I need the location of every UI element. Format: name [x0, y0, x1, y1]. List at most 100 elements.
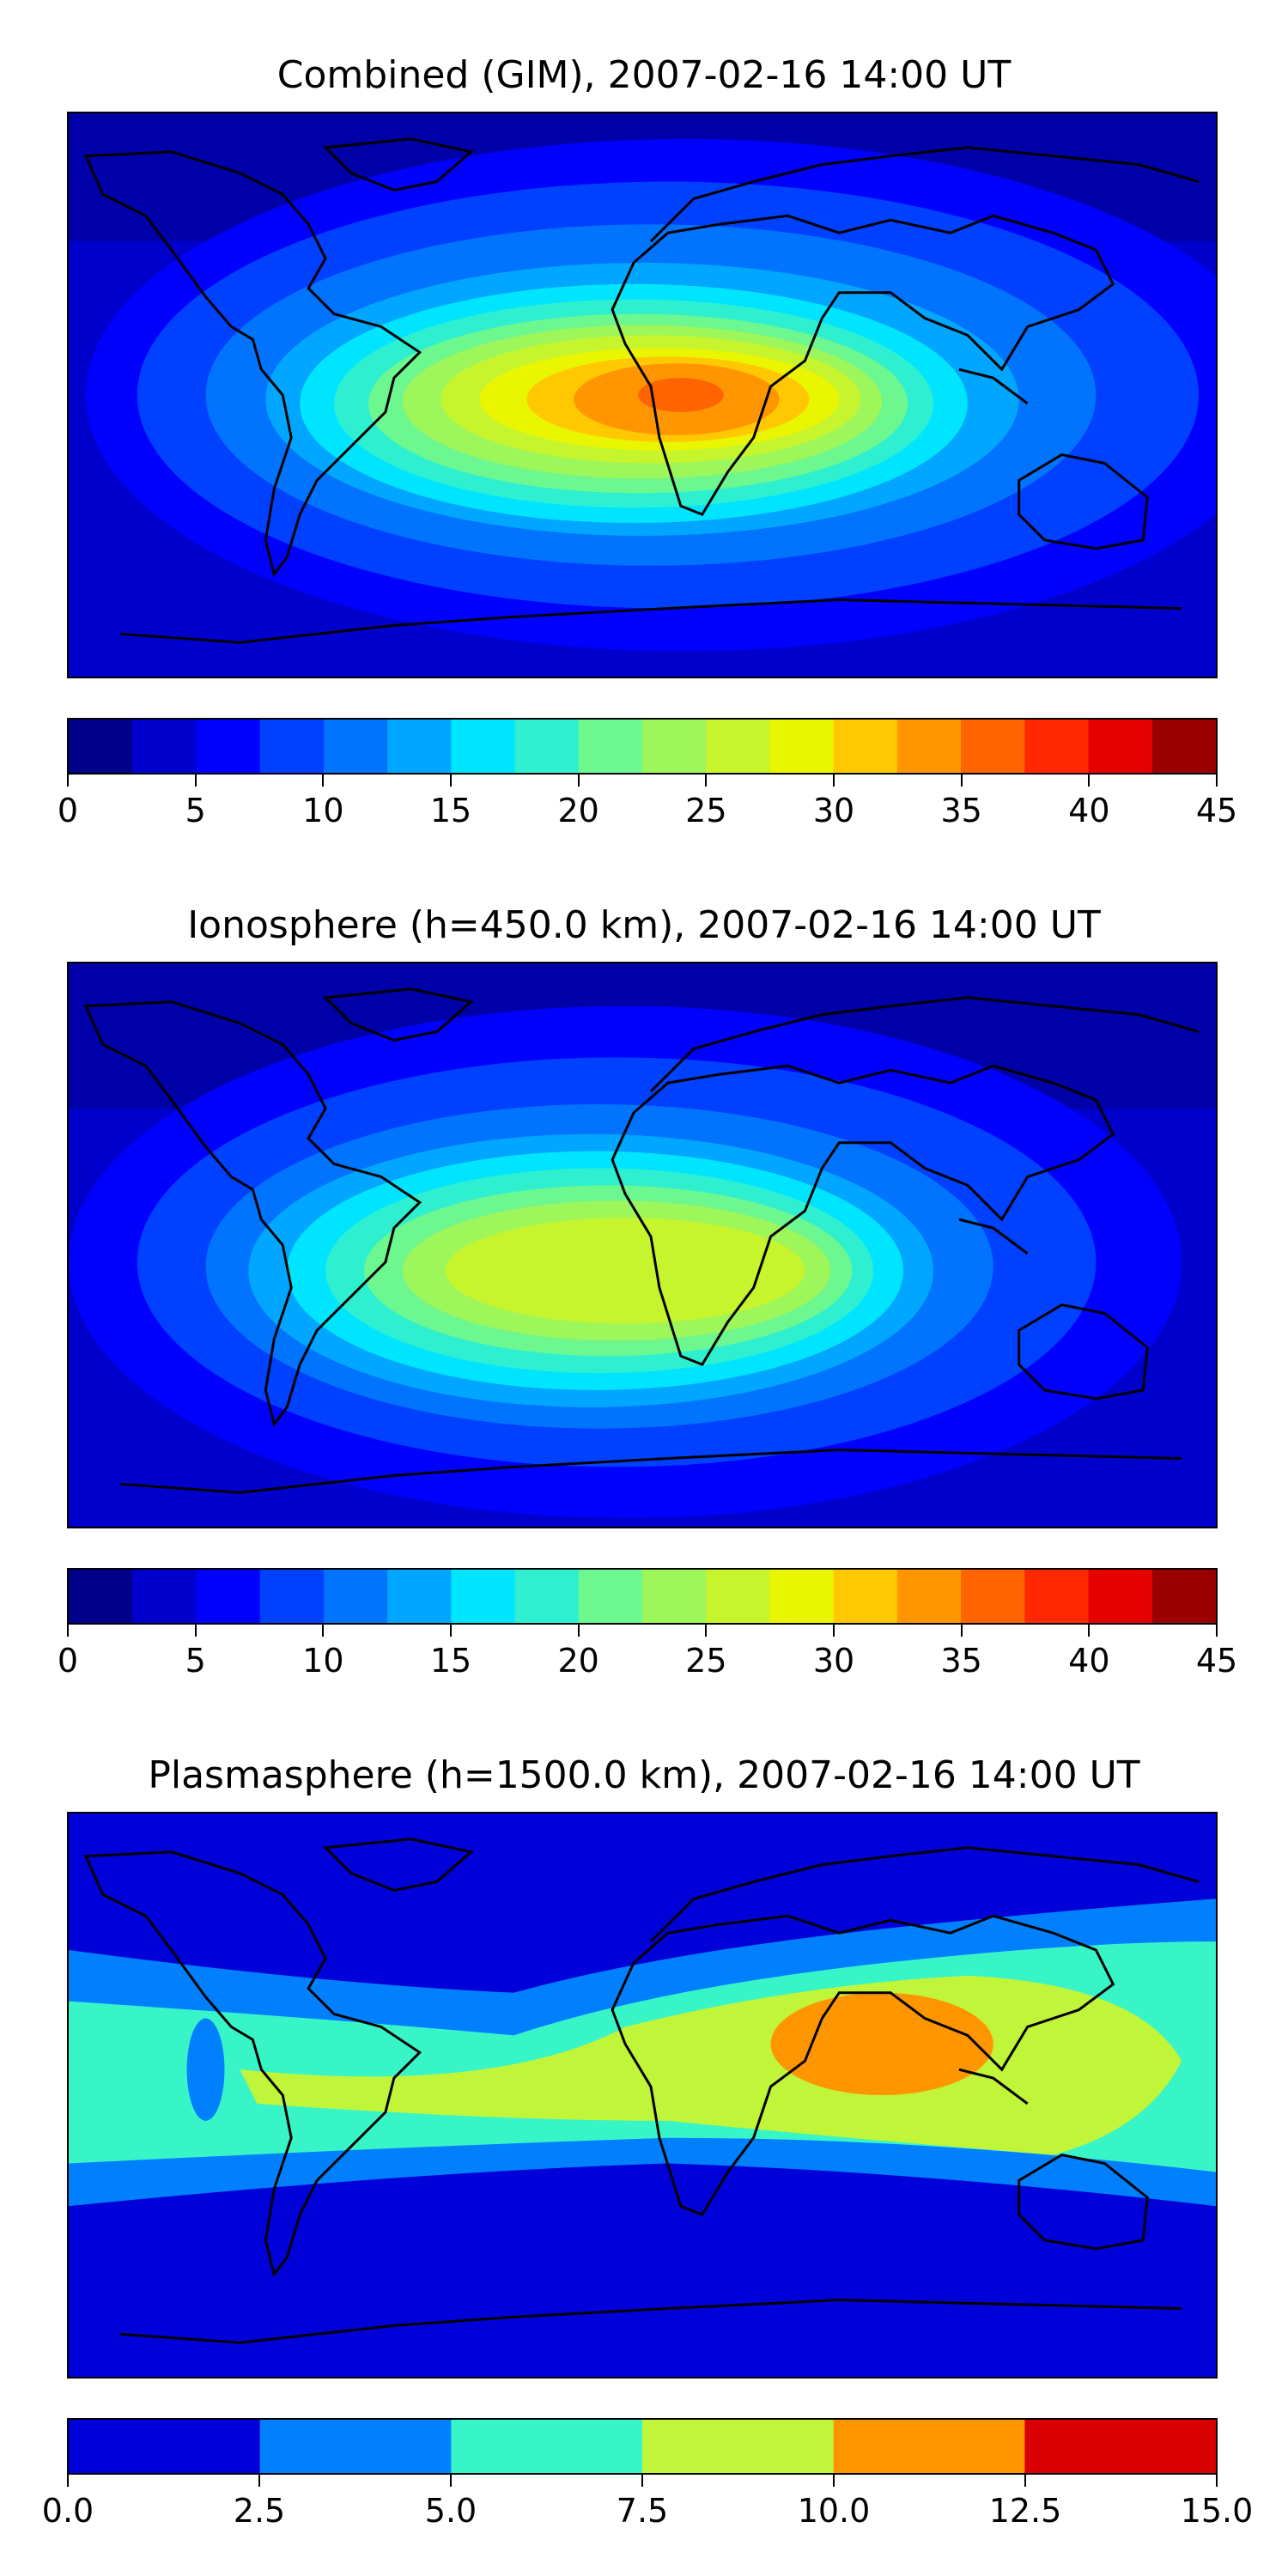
colorbar-segment — [642, 1570, 707, 1623]
colorbar-tick-mark — [705, 1625, 708, 1637]
colorbar-segment — [1024, 1570, 1090, 1623]
colorbar-tick-mark — [833, 2475, 835, 2487]
colorbar-tick-mark — [450, 2475, 452, 2487]
colorbar-segment — [196, 720, 261, 773]
colorbar-tick-mark — [1024, 2475, 1026, 2487]
coastlines — [83, 1838, 1200, 2344]
tec-map — [67, 1812, 1218, 2379]
colorbar-segment — [259, 720, 325, 773]
colorbar-tick-label: 35 — [940, 792, 982, 829]
colorbar-tick-mark — [577, 775, 580, 787]
colorbar-segment — [578, 1570, 643, 1623]
colorbar-svg — [69, 1570, 1216, 1623]
colorbar-tick-mark — [1216, 775, 1218, 787]
colorbar — [67, 1568, 1218, 1625]
colorbar-tick-mark — [67, 775, 69, 787]
colorbar-segment — [1024, 2420, 1216, 2473]
tec-map — [67, 962, 1218, 1528]
colorbar-segment — [323, 720, 388, 773]
colorbar-tick-mark — [67, 1625, 69, 1637]
colorbar-tick-label: 45 — [1195, 792, 1238, 829]
colorbar-segment — [69, 720, 133, 773]
colorbar-tick-label: 0 — [57, 1642, 79, 1680]
colorbar-tick-label: 35 — [940, 1642, 982, 1680]
colorbar-tick-mark — [1088, 775, 1091, 787]
colorbar-segment — [1151, 1570, 1216, 1623]
colorbar-tick-label: 15 — [429, 792, 472, 829]
colorbar-segment — [961, 1570, 1025, 1623]
colorbar-tick-label: 25 — [685, 1642, 727, 1680]
tec-map-svg — [69, 113, 1216, 677]
colorbar-segment — [387, 720, 452, 773]
coastlines — [83, 987, 1200, 1494]
colorbar-tick-label: 20 — [557, 792, 599, 829]
colorbar-tick-label: 5 — [185, 1642, 206, 1680]
colorbar-segment — [514, 1570, 580, 1623]
colorbar-segment — [706, 1570, 771, 1623]
colorbar-segment — [69, 1570, 133, 1623]
tec-map-svg — [69, 963, 1216, 1527]
tec-map-svg — [69, 1814, 1216, 2377]
colorbar-segment — [259, 1570, 325, 1623]
colorbar-tick-label: 10 — [302, 792, 344, 829]
colorbar-svg — [69, 2420, 1216, 2473]
colorbar-segment — [833, 720, 898, 773]
colorbar-tick-mark — [705, 775, 708, 787]
colorbar-tick-label: 40 — [1068, 792, 1110, 829]
colorbar-tick-label: 45 — [1195, 1642, 1238, 1680]
colorbar-tick-label: 10 — [302, 1642, 344, 1680]
colorbar-tick-label: 25 — [685, 792, 727, 829]
colorbar-ticks: 0 5 10 15 20 25 30 35 40 45 — [58, 1625, 1237, 1680]
colorbar-segment — [642, 720, 707, 773]
colorbar-tick-mark — [450, 1625, 452, 1637]
colorbar-tick-label: 0.0 — [41, 2492, 94, 2530]
panel-title: Combined (GIM), 2007-02-16 14:00 UT — [276, 53, 1012, 97]
colorbar-segment — [451, 720, 516, 773]
colorbar-tick-mark — [1216, 1625, 1218, 1637]
colorbar-segment — [132, 1570, 197, 1623]
colorbar-tick-mark — [960, 775, 963, 787]
colorbar-segment — [769, 720, 835, 773]
colorbar-tick-mark — [194, 1625, 197, 1637]
colorbar-segment — [451, 1570, 516, 1623]
colorbar-tick-mark — [577, 1625, 580, 1637]
colorbar-segment — [896, 720, 962, 773]
colorbar-segment — [69, 2420, 261, 2473]
colorbar-tick-label: 5.0 — [424, 2492, 477, 2530]
colorbar-segment — [1088, 1570, 1153, 1623]
colorbar-tick-label: 40 — [1068, 1642, 1110, 1680]
colorbar-segment — [1024, 720, 1090, 773]
colorbar-segment — [769, 1570, 835, 1623]
colorbar-tick-mark — [1088, 1625, 1091, 1637]
panel-title: Ionosphere (h=450.0 km), 2007-02-16 14:0… — [187, 903, 1101, 947]
colorbar-ticks: 0.0 2.5 5.0 7.5 10.0 12.5 15.0 — [42, 2475, 1253, 2530]
colorbar-tick-mark — [450, 775, 452, 787]
colorbar-segment — [642, 2420, 835, 2473]
colorbar-tick-label: 15 — [429, 1642, 472, 1680]
colorbar-tick-mark — [833, 1625, 835, 1637]
colorbar-segment — [323, 1570, 388, 1623]
colorbar-segment — [387, 1570, 452, 1623]
colorbar-tick-label: 10.0 — [797, 2492, 871, 2530]
panel-title: Plasmasphere (h=1500.0 km), 2007-02-16 1… — [148, 1753, 1140, 1797]
colorbar-tick-mark — [322, 1625, 325, 1637]
colorbar-tick-mark — [960, 1625, 963, 1637]
colorbar-tick-mark — [67, 2475, 69, 2487]
colorbar-tick-label: 30 — [812, 1642, 855, 1680]
colorbar — [67, 2418, 1218, 2475]
colorbar-segment — [961, 720, 1025, 773]
colorbar — [67, 718, 1218, 775]
colorbar-tick-label: 20 — [557, 1642, 599, 1680]
coastlines — [83, 137, 1200, 644]
colorbar-segment — [132, 720, 197, 773]
colorbar-segment — [196, 1570, 261, 1623]
colorbar-tick-mark — [1216, 2475, 1218, 2487]
colorbar-segment — [578, 720, 643, 773]
colorbar-segment — [896, 1570, 962, 1623]
colorbar-svg — [69, 720, 1216, 773]
colorbar-segment — [833, 2420, 1025, 2473]
colorbar-tick-mark — [833, 775, 835, 787]
colorbar-tick-label: 12.5 — [988, 2492, 1062, 2530]
colorbar-segment — [259, 2420, 452, 2473]
colorbar-segment — [1151, 720, 1216, 773]
